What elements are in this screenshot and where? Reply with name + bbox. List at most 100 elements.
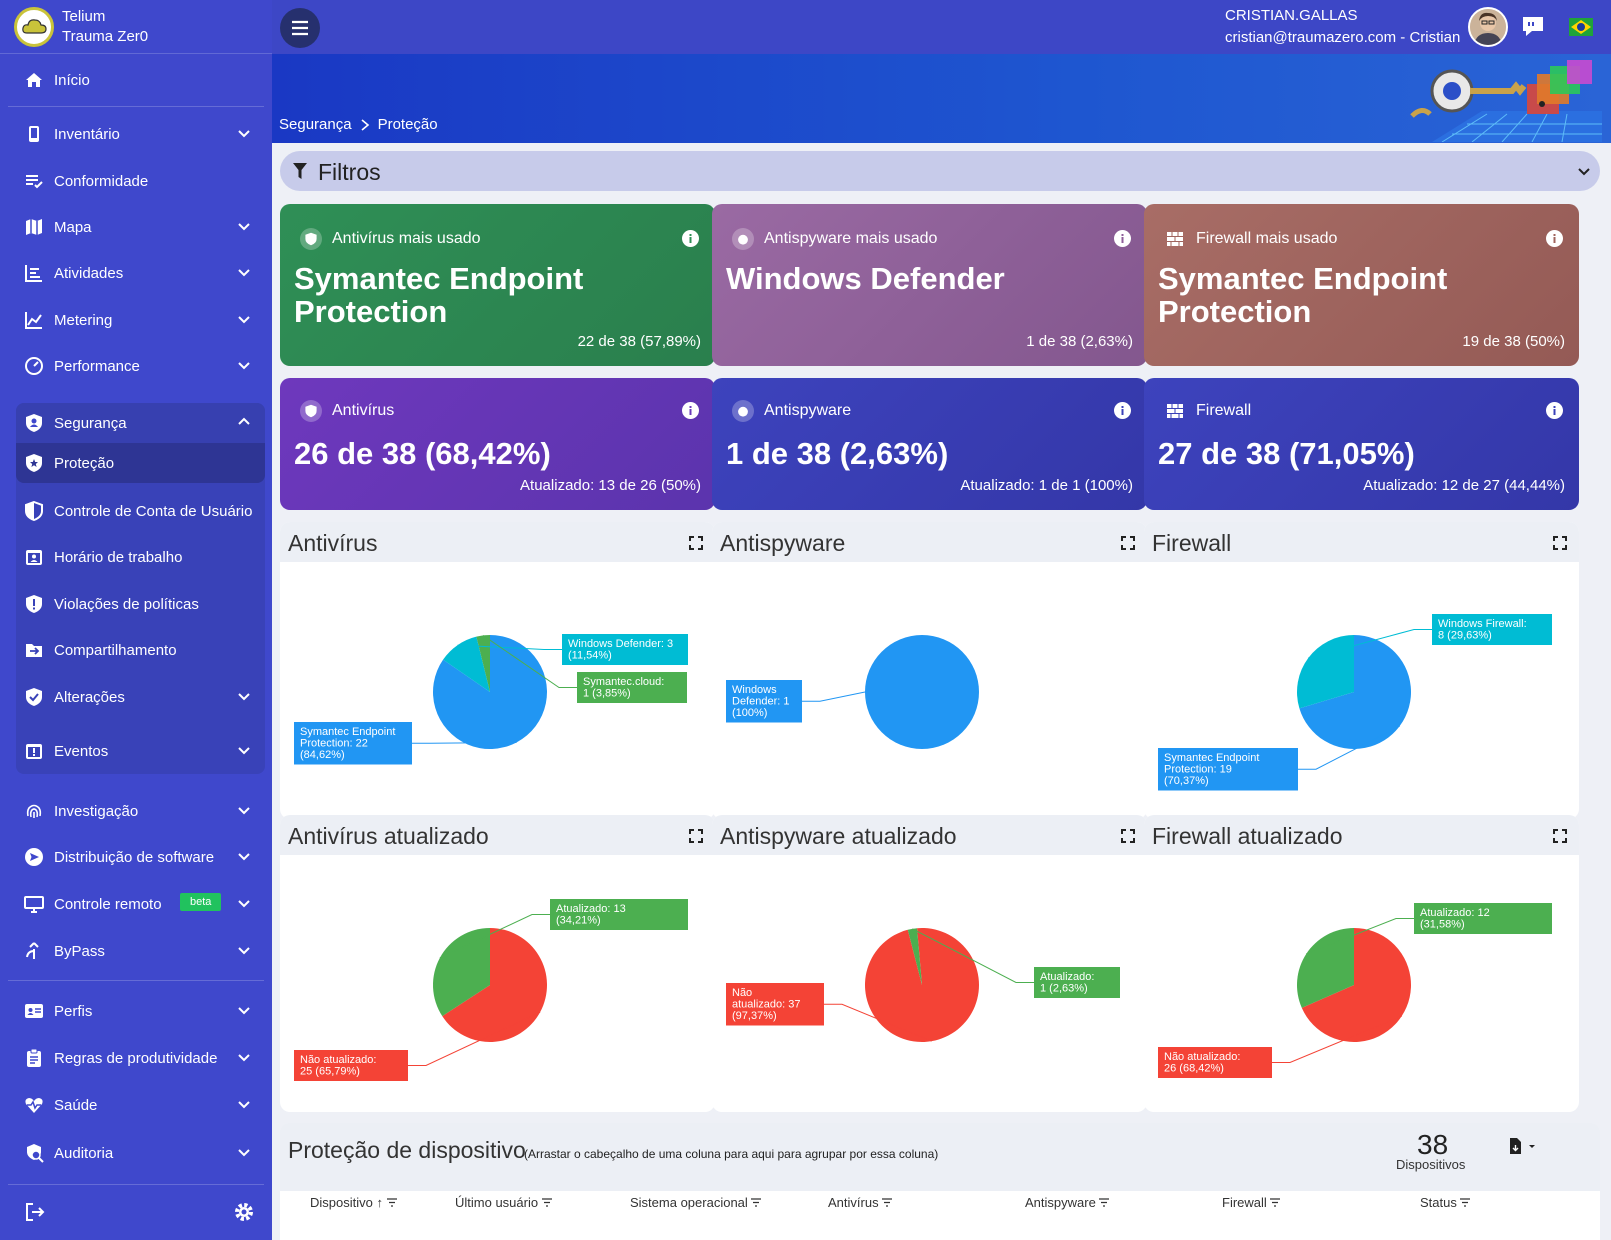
info-icon[interactable] bbox=[1546, 402, 1563, 419]
pie-slice[interactable] bbox=[1301, 928, 1411, 1042]
sidebar-item-controle-remoto[interactable]: Controle remoto beta bbox=[0, 881, 272, 927]
svg-text:Protection: 22: Protection: 22 bbox=[300, 738, 368, 750]
column-header-ultimo-usuario[interactable]: Último usuário bbox=[455, 1195, 552, 1210]
top-bar: CRISTIAN.GALLAS cristian@traumazero.com … bbox=[272, 0, 1611, 54]
card-value: 1 de 38 (2,63%) bbox=[726, 436, 949, 471]
breadcrumb-item-protecao: Proteção bbox=[377, 116, 438, 133]
chevron-down-icon bbox=[236, 742, 252, 758]
filter-icon bbox=[751, 1198, 762, 1207]
sidebar-item-label: Violações de políticas bbox=[54, 595, 199, 613]
pie-label-box bbox=[577, 672, 687, 703]
sidebar-item-perfis[interactable]: Perfis bbox=[0, 988, 272, 1034]
sidebar-item-performance[interactable]: Performance bbox=[0, 343, 272, 389]
svg-text:(31,58%): (31,58%) bbox=[1420, 919, 1465, 931]
pie-slice[interactable] bbox=[1297, 635, 1354, 709]
chevron-down-icon bbox=[236, 1049, 252, 1065]
svg-text:Defender: 1: Defender: 1 bbox=[732, 696, 789, 708]
security-group-header bbox=[16, 403, 265, 443]
card-value: 27 de 38 (71,05%) bbox=[1158, 436, 1415, 471]
export-button[interactable] bbox=[1508, 1137, 1536, 1160]
pie-slice[interactable] bbox=[443, 636, 490, 692]
language-flag-icon[interactable] bbox=[1568, 15, 1594, 39]
fullscreen-icon[interactable] bbox=[1121, 536, 1135, 550]
chevron-down-icon bbox=[236, 357, 252, 373]
sidebar-item-label: Início bbox=[54, 71, 90, 89]
sidebar-item-metering[interactable]: Metering bbox=[0, 297, 272, 343]
chevron-down-icon bbox=[236, 1096, 252, 1112]
bypass-icon bbox=[24, 941, 44, 961]
column-header-firewall[interactable]: Firewall bbox=[1222, 1195, 1281, 1210]
info-icon[interactable] bbox=[1546, 230, 1563, 247]
card-firewall-stat: Firewall 27 de 38 (71,05%) Atualizado: 1… bbox=[1144, 378, 1579, 510]
fullscreen-icon[interactable] bbox=[689, 829, 703, 843]
sidebar-item-label: Performance bbox=[54, 357, 140, 375]
fullscreen-icon[interactable] bbox=[1553, 536, 1567, 550]
pie-slice[interactable] bbox=[476, 635, 490, 692]
fullscreen-icon[interactable] bbox=[1553, 829, 1567, 843]
card-title: Firewall bbox=[1196, 402, 1252, 419]
sidebar-item-conformidade[interactable]: Conformidade bbox=[0, 158, 272, 204]
pie-slice[interactable] bbox=[907, 928, 922, 985]
map-icon bbox=[24, 217, 44, 237]
sidebar-item-bypass[interactable]: ByPass bbox=[0, 928, 272, 974]
pie-slice[interactable] bbox=[442, 928, 547, 1042]
svg-text:Symantec Endpoint: Symantec Endpoint bbox=[300, 726, 395, 738]
column-header-antispyware[interactable]: Antispyware bbox=[1025, 1195, 1110, 1210]
card-title: Antispyware bbox=[764, 402, 852, 419]
column-label: Dispositivo ↑ bbox=[310, 1195, 383, 1210]
sidebar-item-label: Alterações bbox=[54, 688, 125, 706]
info-icon[interactable] bbox=[1114, 230, 1131, 247]
app-logo bbox=[14, 7, 54, 47]
sidebar-item-compartilhamento[interactable]: Compartilhamento bbox=[0, 627, 272, 673]
settings-gear-icon[interactable] bbox=[233, 1201, 255, 1223]
fullscreen-icon[interactable] bbox=[1121, 829, 1135, 843]
sidebar-item-saude[interactable]: Saúde bbox=[0, 1082, 272, 1128]
pie-slice[interactable] bbox=[1299, 635, 1411, 749]
sidebar-item-auditoria[interactable]: Auditoria bbox=[0, 1130, 272, 1176]
info-icon[interactable] bbox=[682, 402, 699, 419]
info-icon[interactable] bbox=[1114, 402, 1131, 419]
column-label: Antivírus bbox=[828, 1195, 879, 1210]
feedback-icon[interactable] bbox=[1520, 15, 1546, 39]
sidebar-item-protecao[interactable]: Proteção bbox=[0, 440, 272, 486]
chevron-down-icon bbox=[236, 942, 252, 958]
sidebar-item-seguranca[interactable]: Segurança bbox=[0, 400, 272, 446]
logout-icon[interactable] bbox=[24, 1201, 46, 1223]
card-title: Antivírus bbox=[332, 402, 395, 419]
column-header-dispositivo[interactable]: Dispositivo ↑ bbox=[310, 1195, 397, 1210]
sidebar-item-horario[interactable]: Horário de trabalho bbox=[0, 534, 272, 580]
avatar[interactable] bbox=[1468, 7, 1508, 47]
sidebar-item-violacoes[interactable]: Violações de políticas bbox=[0, 581, 272, 627]
filters-bar[interactable]: Filtros bbox=[280, 151, 1600, 191]
info-icon[interactable] bbox=[682, 230, 699, 247]
pie-slice[interactable] bbox=[865, 635, 979, 749]
sidebar-item-controle-conta[interactable]: Controle de Conta de Usuário bbox=[0, 488, 272, 534]
sidebar-item-inicio[interactable]: Início bbox=[0, 57, 272, 103]
fullscreen-icon[interactable] bbox=[689, 536, 703, 550]
sidebar-item-alteracoes[interactable]: Alterações bbox=[0, 674, 272, 720]
sidebar-item-eventos[interactable]: Eventos bbox=[0, 728, 272, 774]
card-firewall-most-used: Firewall mais usado Symantec Endpoint Pr… bbox=[1144, 204, 1579, 366]
card-footer: 22 de 38 (57,89%) bbox=[577, 333, 701, 350]
column-header-status[interactable]: Status bbox=[1420, 1195, 1471, 1210]
column-header-sistema-operacional[interactable]: Sistema operacional bbox=[630, 1195, 762, 1210]
sidebar-item-label: ByPass bbox=[54, 942, 105, 960]
chart-title: Firewall bbox=[1152, 530, 1232, 556]
pie-slice[interactable] bbox=[433, 928, 490, 1017]
svg-text:8 (29,63%): 8 (29,63%) bbox=[1438, 630, 1492, 642]
sidebar-item-inventario[interactable]: Inventário bbox=[0, 111, 272, 157]
breadcrumb-item-seguranca[interactable]: Segurança bbox=[279, 116, 352, 133]
chevron-up-icon bbox=[236, 414, 252, 430]
page-banner: Segurança Proteção bbox=[272, 54, 1611, 143]
pie-slice[interactable] bbox=[1297, 928, 1354, 1008]
sidebar-item-distribuicao[interactable]: Distribuição de software bbox=[0, 834, 272, 880]
sidebar-item-investigacao[interactable]: Investigação bbox=[0, 788, 272, 834]
chevron-down-icon bbox=[236, 802, 252, 818]
menu-toggle-button[interactable] bbox=[280, 8, 320, 48]
card-value: Symantec Endpoint Protection bbox=[294, 261, 584, 329]
sidebar-item-atividades[interactable]: Atividades bbox=[0, 250, 272, 296]
column-header-antivirus[interactable]: Antivírus bbox=[828, 1195, 893, 1210]
device-count-label: Dispositivos bbox=[1396, 1157, 1466, 1172]
sidebar-item-mapa[interactable]: Mapa bbox=[0, 204, 272, 250]
sidebar-item-regras[interactable]: Regras de produtividade bbox=[0, 1035, 272, 1081]
